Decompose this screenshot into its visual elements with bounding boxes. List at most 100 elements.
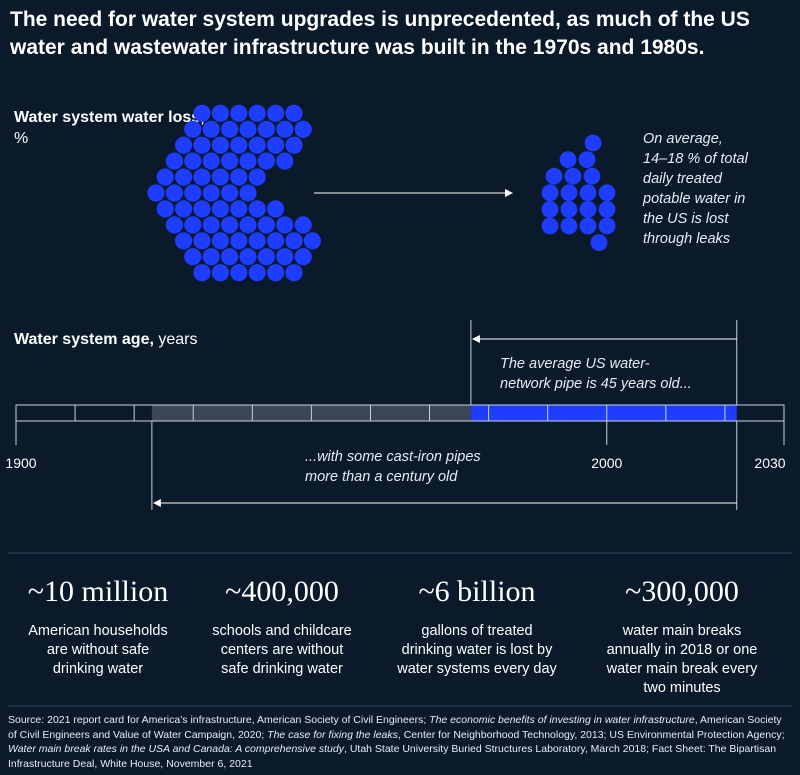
stat-value: ~10 million xyxy=(27,575,169,608)
water-dot xyxy=(193,232,211,250)
page-title: The need for water system upgrades is un… xyxy=(10,8,750,59)
stat-desc-line: drinking water is lost by xyxy=(401,642,553,658)
water-dot xyxy=(193,200,211,218)
water-loss-note-line: potable water in xyxy=(643,191,746,207)
avg-age-note: The average US water- network pipe is 45… xyxy=(500,354,692,394)
source-text: , Utah State University Buried Structure… xyxy=(8,743,777,770)
water-dot xyxy=(193,264,211,282)
stat-desc-line: water main break every xyxy=(606,661,758,677)
water-dot xyxy=(184,120,202,138)
source-text: , Center for Neighborhood Technology, 20… xyxy=(397,728,785,741)
water-dot xyxy=(193,136,211,154)
water-dot xyxy=(193,168,211,186)
water-dot xyxy=(267,136,285,154)
water-dot xyxy=(230,264,248,282)
water-dot xyxy=(248,104,266,122)
water-dot xyxy=(165,184,183,202)
water-dot xyxy=(230,104,248,122)
water-lost-dot xyxy=(579,201,597,218)
source-title: Water main break rates in the USA and Ca… xyxy=(8,743,344,755)
water-lost-dot xyxy=(564,167,582,185)
stat-gallons-lost: ~6 billion gallons of treated drinking w… xyxy=(379,572,575,679)
water-loss-note-line: 14–18 % of total xyxy=(643,151,748,167)
water-dot xyxy=(257,120,275,138)
cast-iron-note: ...with some cast-iron pipes more than a… xyxy=(305,447,481,487)
water-loss-note-line: through leaks xyxy=(643,231,731,247)
stat-desc-line: centers are without xyxy=(220,642,344,658)
water-age-label-unit: years xyxy=(158,331,198,348)
water-dot xyxy=(211,232,229,250)
source-note: Source: 2021 report card for America’s i… xyxy=(8,713,793,771)
stat-desc-line: schools and childcare xyxy=(212,623,352,639)
water-dot xyxy=(248,200,266,218)
water-dot xyxy=(276,120,294,138)
source-text: Source: 2021 report card for America’s i… xyxy=(8,714,430,726)
water-dot xyxy=(165,216,183,234)
year-label: 2000 xyxy=(591,455,622,471)
stat-value: ~6 billion xyxy=(418,575,536,608)
water-loss-label-unit: % xyxy=(14,130,29,147)
water-dot xyxy=(276,216,294,234)
water-dot xyxy=(230,200,248,218)
water-dot xyxy=(184,152,202,170)
stat-desc-line: water main breaks xyxy=(622,623,742,639)
water-dot xyxy=(184,216,202,234)
stat-desc-line: safe drinking water xyxy=(221,661,343,677)
stat-desc-line: two minutes xyxy=(643,680,721,696)
source-title: The case for fixing the leaks xyxy=(267,728,398,741)
cast-iron-note-line: more than a century old xyxy=(305,469,458,485)
water-lost-dot xyxy=(560,217,578,235)
water-dot xyxy=(221,184,239,202)
water-dot xyxy=(257,216,275,234)
water-dot xyxy=(184,248,202,266)
water-dot xyxy=(257,152,275,170)
water-lost-dot xyxy=(541,184,559,202)
water-dot xyxy=(165,152,183,170)
water-dot xyxy=(230,232,248,250)
avg-age-note-line: network pipe is 45 years old... xyxy=(500,376,692,392)
water-lost-dot xyxy=(590,234,608,252)
water-lost-dot xyxy=(560,201,578,218)
water-dot xyxy=(221,120,239,138)
water-dot xyxy=(267,264,285,282)
water-dot xyxy=(267,232,285,250)
water-dot xyxy=(221,216,239,234)
water-dot xyxy=(303,232,321,250)
water-lost-dot xyxy=(541,217,559,235)
water-dot xyxy=(175,136,193,154)
stat-main-breaks: ~300,000 water main breaks annually in 2… xyxy=(584,572,780,698)
water-dot xyxy=(175,232,193,250)
water-dot xyxy=(202,120,220,138)
water-dot xyxy=(294,120,312,138)
water-dot xyxy=(285,264,303,282)
water-lost-dot xyxy=(579,217,597,235)
avg-age-segment xyxy=(470,405,737,421)
stat-households: ~10 million American households are with… xyxy=(0,572,196,679)
water-loss-label: Water system water loss, % xyxy=(14,107,205,149)
water-dot xyxy=(239,120,257,138)
water-dot xyxy=(230,168,248,186)
stat-value: ~400,000 xyxy=(225,575,339,608)
water-dot xyxy=(239,248,257,266)
water-dot xyxy=(267,200,285,218)
stat-desc-line: American households xyxy=(28,623,168,639)
water-dot xyxy=(285,136,303,154)
water-dot xyxy=(230,136,248,154)
water-lost-dot xyxy=(559,151,577,169)
water-dot xyxy=(294,248,312,266)
stat-desc-line: gallons of treated xyxy=(421,623,533,639)
year-label: 2030 xyxy=(754,455,785,471)
water-dot xyxy=(267,104,285,122)
cast-iron-note-line: ...with some cast-iron pipes xyxy=(305,449,481,465)
stat-desc-line: are without safe xyxy=(46,642,150,658)
water-dot xyxy=(211,136,229,154)
water-dot xyxy=(175,200,193,218)
water-lost-dot xyxy=(583,167,601,185)
water-dot xyxy=(175,168,193,186)
water-lost-dot xyxy=(560,184,578,202)
water-total-dot-cluster xyxy=(147,104,321,282)
water-lost-dot xyxy=(541,201,559,218)
water-dot xyxy=(294,216,312,234)
water-dot xyxy=(285,104,303,122)
